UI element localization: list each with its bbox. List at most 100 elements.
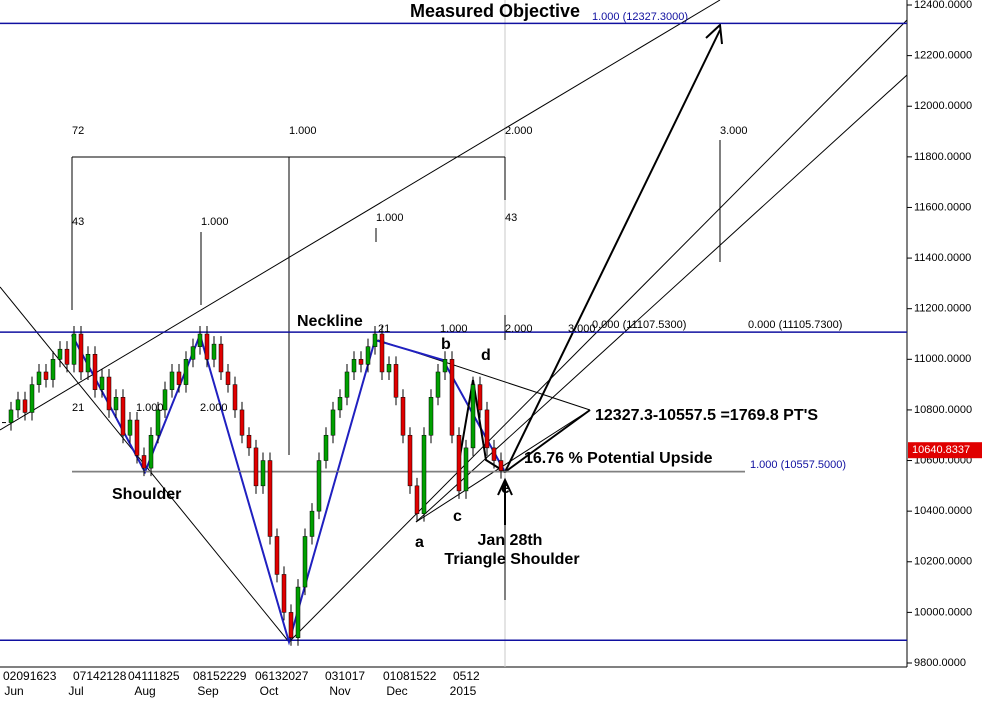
candle: [393, 364, 399, 398]
annotation: 1.000 (10557.5000): [750, 459, 846, 471]
candle: [15, 399, 21, 411]
candle: [92, 353, 98, 390]
candle: [64, 348, 70, 365]
candle: [127, 419, 133, 436]
candle: [169, 371, 175, 390]
candle: [498, 460, 504, 471]
candle: [190, 346, 196, 360]
candle: [239, 409, 245, 436]
candle: [85, 353, 91, 373]
y-tick-label: 12200.0000: [914, 50, 972, 62]
candle: [225, 371, 231, 385]
x-day-label: 07142128: [73, 669, 127, 683]
candle: [232, 384, 238, 411]
y-tick-label: 9800.0000: [914, 657, 966, 669]
candle: [22, 399, 28, 413]
candle: [274, 536, 280, 575]
candle: [8, 409, 14, 423]
x-day-label: 02091623: [3, 669, 57, 683]
candle: [57, 348, 63, 360]
candle: [120, 397, 126, 436]
candle: [435, 371, 441, 398]
candle: [295, 586, 301, 638]
y-tick-label: 11400.0000: [914, 252, 971, 264]
annotation: 1.000: [201, 216, 229, 228]
annotation: Measured Objective: [410, 1, 580, 21]
annotation: 3.000: [568, 323, 596, 335]
x-day-label: 031017: [325, 669, 365, 683]
y-tick-label: 11600.0000: [914, 201, 971, 213]
annotation: 0.000 (11105.7300): [748, 319, 842, 331]
y-tick-label: 10400.0000: [914, 505, 972, 517]
last-price-box: [908, 442, 982, 459]
annotation: 43: [505, 212, 517, 224]
y-tick-label: 12000.0000: [914, 100, 972, 112]
candle: [78, 333, 84, 373]
annotation: 72: [72, 125, 84, 137]
candle: [400, 397, 406, 436]
candle: [372, 333, 378, 347]
candle: [463, 447, 469, 492]
candle: [428, 397, 434, 436]
candle: [113, 397, 119, 411]
candle: [302, 536, 308, 588]
wave-lines: [458, 22, 723, 525]
candle: [29, 384, 35, 413]
last-price-label: 10640.8337: [912, 444, 970, 456]
candle: [204, 333, 210, 360]
x-month-label: Aug: [134, 684, 155, 698]
y-tick-label: 11000.0000: [914, 353, 971, 365]
candle: [134, 419, 140, 456]
candle: [386, 364, 392, 373]
candle: [421, 434, 427, 514]
annotation: e: [501, 480, 510, 497]
annotation: 1.000: [289, 125, 317, 137]
annotation: 21: [72, 402, 84, 414]
annotation: 1.000: [136, 402, 164, 414]
y-tick-label: 10800.0000: [914, 404, 972, 416]
annotation: Triangle Shoulder: [444, 551, 579, 568]
annotation: d: [481, 347, 491, 364]
candle: [288, 612, 294, 638]
annotation: 1.000: [440, 323, 468, 335]
x-day-label: 06132027: [255, 669, 309, 683]
annotation: a: [415, 534, 424, 551]
y-tick-label: 11200.0000: [914, 303, 971, 315]
annotation: 21: [378, 323, 390, 335]
candle: [316, 460, 322, 512]
candle: [36, 371, 42, 385]
annotation: 3.000: [720, 125, 748, 137]
candle: [50, 359, 56, 380]
candle: [155, 409, 161, 436]
x-month-label: Jun: [4, 684, 23, 698]
candle: [141, 455, 147, 469]
annotation: 43: [72, 216, 84, 228]
y-tick-label: 10000.0000: [914, 606, 972, 618]
x-month-label: 2015: [450, 684, 477, 698]
candle: [281, 574, 287, 613]
candle: [211, 343, 217, 360]
y-tick-label: 11800.0000: [914, 151, 971, 163]
candle: [183, 359, 189, 385]
candle: [449, 359, 455, 436]
candle: [106, 376, 112, 411]
candle: [456, 434, 462, 492]
x-day-label: 0512: [453, 669, 480, 683]
x-month-label: Jul: [68, 684, 83, 698]
annotation: Shoulder: [112, 486, 181, 503]
annotation: 2.000: [200, 402, 228, 414]
candle: [414, 485, 420, 514]
x-month-label: Sep: [197, 684, 219, 698]
annotation: 12327.3-10557.5 =1769.8 PT'S: [595, 407, 818, 424]
annotation: Neckline: [297, 313, 363, 330]
annotation: 16.76 % Potential Upside: [524, 450, 713, 467]
candle: [267, 460, 273, 537]
annotation: 2.000: [505, 125, 533, 137]
x-day-label: 08152229: [193, 669, 247, 683]
annotation: b: [441, 336, 451, 353]
x-month-label: Nov: [329, 684, 350, 698]
y-tick-label: 10200.0000: [914, 556, 972, 568]
annotation: Jan 28th: [478, 532, 543, 549]
candle: [162, 389, 168, 411]
